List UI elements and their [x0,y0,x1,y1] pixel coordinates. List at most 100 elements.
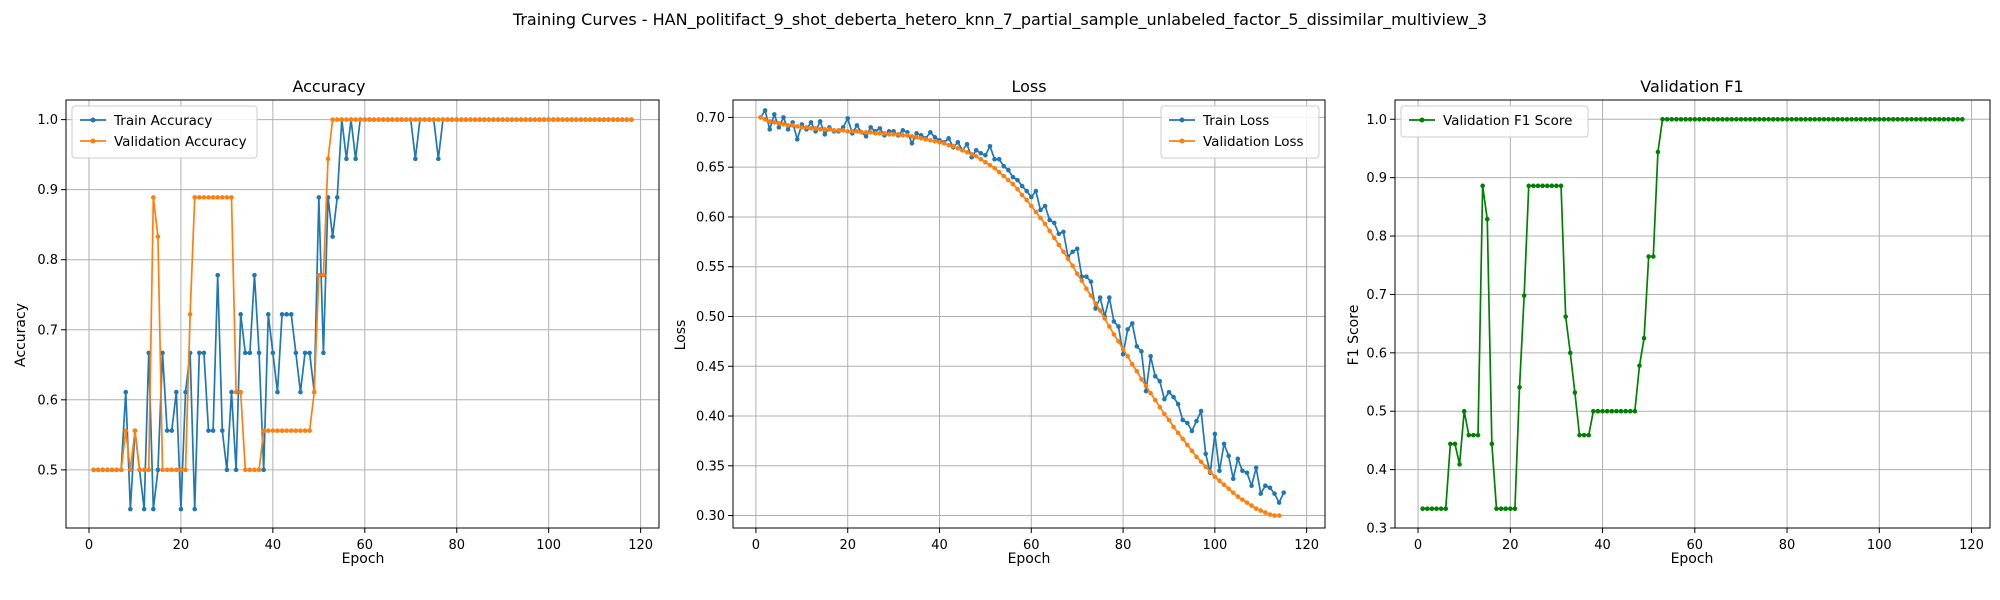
validation-f1-score-point [1508,506,1513,512]
validation-f1-score-point [1577,432,1582,438]
validation-loss-point [850,129,855,134]
train-loss-point [854,123,860,128]
validation-f1-score-point [1826,116,1831,122]
validation-accuracy-point [486,117,492,122]
validation-loss-point [1111,332,1117,337]
validation-accuracy-point [440,117,446,122]
validation-f1-score-point [1812,116,1818,122]
validation-accuracy-point [275,428,280,433]
validation-f1-score-point [1867,116,1873,122]
validation-f1-score-point [1724,116,1730,122]
validation-accuracy-point [242,467,248,473]
validation-loss-point [1249,503,1254,508]
validation-loss-point [1198,459,1204,465]
train-loss-point [909,141,915,146]
validation-loss-point [1070,263,1075,269]
train-loss-point [973,147,979,153]
train-accuracy-point [128,506,133,512]
train-accuracy-point [206,428,211,433]
validation-accuracy-point [380,117,386,122]
validation-accuracy-point [472,117,478,122]
train-accuracy-point [353,156,358,162]
validation-accuracy-point [224,195,230,200]
validation-f1-score-point [1923,116,1928,122]
validation-f1-score-point [1591,408,1596,414]
validation-accuracy-point [408,117,414,122]
loss-y-axis-label: Loss [673,320,689,351]
validation-f1-score-point [1567,350,1573,356]
train-loss-line [759,109,1285,504]
validation-f1-score-point [1563,314,1568,319]
train-loss-point [1107,295,1112,300]
accuracy-y-tick-label: 0.5 [37,463,58,478]
accuracy-x-tick-label: 100 [536,538,561,553]
validation-loss-point [1157,404,1163,410]
train-loss-point [1111,319,1117,324]
validation-f1-score-point [1900,116,1905,122]
train-accuracy-point [334,195,340,200]
validation-f1-score-point [1526,183,1532,189]
validation-f1-score-point [1535,183,1541,189]
validation-accuracy-point [348,117,354,122]
validation-loss-point [1166,417,1172,423]
validation-f1-score-point [1886,116,1891,122]
validation-loss-point [762,117,768,122]
validation-loss-point [946,142,951,148]
train-accuracy-point [288,312,294,317]
validation-loss-point [1019,192,1025,198]
train-loss-point [1212,431,1218,437]
validation-loss-point [955,145,961,151]
validation-accuracy-point [247,467,253,473]
validation-loss-point [886,132,892,137]
train-loss-point [1198,408,1204,414]
validation-f1-score-point [1803,116,1808,122]
validation-loss-point [882,131,887,136]
f1-y-axis-label: F1 Score [1346,305,1362,366]
validation-accuracy-point [532,117,538,122]
validation-accuracy-point [229,195,234,200]
validation-f1-chart-title: Validation F1 [1640,77,1743,96]
validation-f1-score-point [1429,506,1435,512]
validation-f1-score-point [1600,408,1605,414]
validation-accuracy-point [505,117,510,122]
validation-f1-score-point [1895,116,1901,122]
validation-loss-point [978,156,984,162]
train-loss-point [877,126,883,131]
validation-loss-point [937,140,942,145]
validation-loss-point [1171,424,1176,430]
validation-f1-score-point [1775,116,1781,122]
loss-x-axis-label: Epoch [1008,551,1051,567]
validation-loss-point [1061,249,1066,255]
validation-accuracy-point [394,117,400,122]
validation-loss-point [1028,203,1034,209]
validation-loss-point [983,159,988,165]
validation-f1-score-point [1623,408,1628,414]
validation-accuracy-point [155,234,161,239]
validation-f1-score-legend-marker [1419,117,1425,123]
validation-accuracy-point [569,117,574,122]
validation-accuracy-point [541,117,547,122]
validation-f1-score-point [1604,408,1610,414]
train-loss-point [1070,249,1075,255]
train-loss-point [1038,207,1043,213]
train-loss-point [1263,483,1268,489]
validation-loss-point [1139,376,1144,382]
validation-f1-score-point [1480,183,1485,189]
validation-loss-point [1152,397,1158,403]
loss-x-tick-label: 40 [931,538,948,553]
validation-accuracy-point [523,117,528,122]
validation-accuracy-point [449,117,455,122]
validation-f1-score-point [1909,116,1914,122]
train-loss-point [983,152,988,158]
validation-loss-point [1001,173,1007,179]
validation-f1-score-point [1581,432,1587,438]
validation-accuracy-point [445,117,450,122]
train-accuracy-point [169,428,175,433]
validation-f1-score-point [1849,116,1854,122]
validation-accuracy-point [210,195,216,200]
train-loss-point [1120,352,1126,357]
accuracy-x-tick-label: 60 [357,538,374,553]
train-loss-point [1272,491,1277,496]
validation-accuracy-point [187,312,193,317]
train-accuracy-point [242,350,248,356]
